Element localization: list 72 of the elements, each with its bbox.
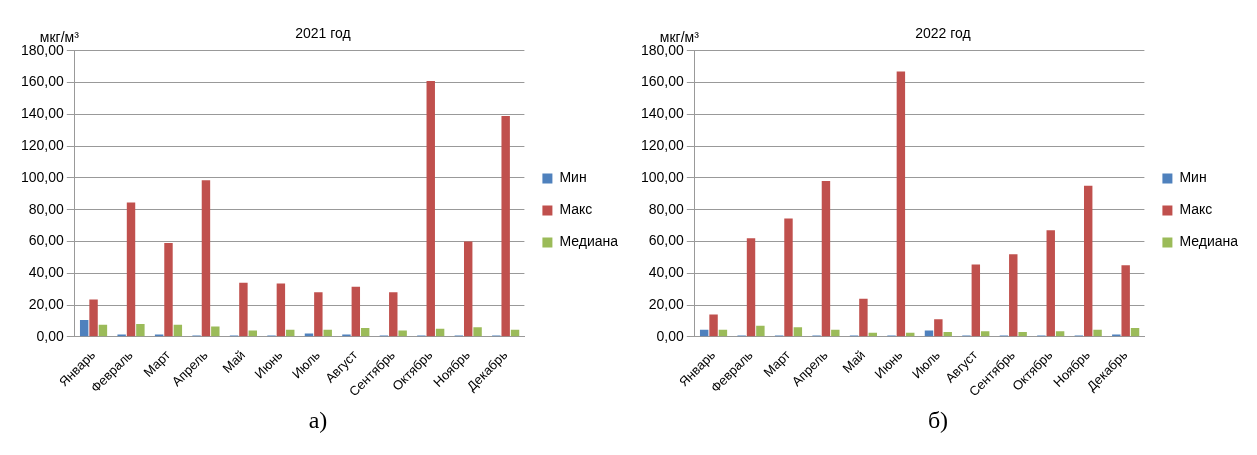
bar bbox=[980, 331, 990, 337]
bar bbox=[1093, 329, 1102, 337]
bar bbox=[756, 325, 765, 337]
legend-label: Медиана bbox=[1179, 233, 1239, 250]
bar bbox=[360, 328, 370, 337]
bar bbox=[351, 286, 361, 337]
bar bbox=[1084, 185, 1093, 337]
bar bbox=[793, 327, 803, 337]
text: а) bbox=[308, 407, 328, 434]
y-tick-label: 60,00 bbox=[28, 232, 65, 249]
bar bbox=[896, 71, 906, 337]
bar bbox=[464, 241, 473, 337]
legend-label: Макс bbox=[559, 201, 593, 218]
legend-label: Медиана bbox=[559, 233, 619, 250]
y-tick-label: 0,00 bbox=[36, 327, 65, 344]
bar bbox=[831, 329, 840, 337]
bar bbox=[821, 181, 831, 337]
bar bbox=[943, 332, 952, 337]
y-tick-label: 120,00 bbox=[640, 136, 685, 153]
bar bbox=[709, 314, 718, 337]
legend-label: Мин bbox=[559, 169, 587, 186]
chart-title: 2021 год bbox=[295, 25, 351, 42]
y-tick-label: 40,00 bbox=[648, 264, 685, 281]
bar bbox=[79, 320, 89, 337]
bar bbox=[173, 324, 183, 337]
bar bbox=[389, 292, 398, 337]
bar bbox=[239, 282, 248, 337]
bar bbox=[934, 319, 943, 337]
bar bbox=[136, 324, 145, 337]
bar bbox=[1046, 230, 1055, 337]
bar bbox=[1055, 331, 1065, 337]
y-tick-label: 100,00 bbox=[20, 168, 65, 185]
bar bbox=[1009, 254, 1018, 337]
bar bbox=[746, 238, 756, 337]
bar bbox=[924, 330, 934, 337]
y-tick-label: 80,00 bbox=[28, 200, 65, 217]
y-tick-label: 140,00 bbox=[640, 105, 685, 122]
bar bbox=[971, 264, 981, 337]
bar bbox=[1018, 332, 1027, 337]
bar bbox=[323, 329, 332, 337]
y-tick-label: 0,00 bbox=[656, 327, 685, 344]
legend-label: Макс bbox=[1179, 201, 1213, 218]
bar bbox=[276, 283, 286, 337]
y-tick-label: 100,00 bbox=[640, 168, 685, 185]
y-tick-label: 20,00 bbox=[28, 295, 65, 312]
bar bbox=[126, 202, 136, 337]
text: б) bbox=[927, 407, 949, 434]
chart-title: 2022 год bbox=[915, 25, 971, 42]
y-tick-label: 140,00 bbox=[20, 105, 65, 122]
y-tick-label: 20,00 bbox=[648, 295, 685, 312]
bar bbox=[1121, 265, 1130, 337]
bar bbox=[211, 326, 220, 337]
y-tick-label: 80,00 bbox=[648, 200, 685, 217]
legend-label: Мин bbox=[1179, 169, 1207, 186]
bar bbox=[473, 327, 482, 337]
bar bbox=[859, 298, 868, 337]
bar bbox=[398, 330, 407, 337]
y-tick-label: 60,00 bbox=[648, 232, 685, 249]
y-tick-label: 40,00 bbox=[28, 264, 65, 281]
bar bbox=[201, 180, 211, 337]
bar bbox=[314, 292, 323, 337]
bar bbox=[1130, 328, 1140, 337]
y-tick-label: 160,00 bbox=[640, 73, 685, 90]
bar bbox=[426, 80, 435, 337]
y-tick-label: 160,00 bbox=[20, 73, 65, 90]
bar bbox=[89, 299, 98, 337]
bar bbox=[248, 330, 257, 337]
bar bbox=[98, 324, 108, 337]
bar bbox=[501, 115, 510, 337]
bar bbox=[164, 243, 173, 337]
bar bbox=[784, 218, 793, 337]
y-tick-label: 120,00 bbox=[20, 136, 65, 153]
